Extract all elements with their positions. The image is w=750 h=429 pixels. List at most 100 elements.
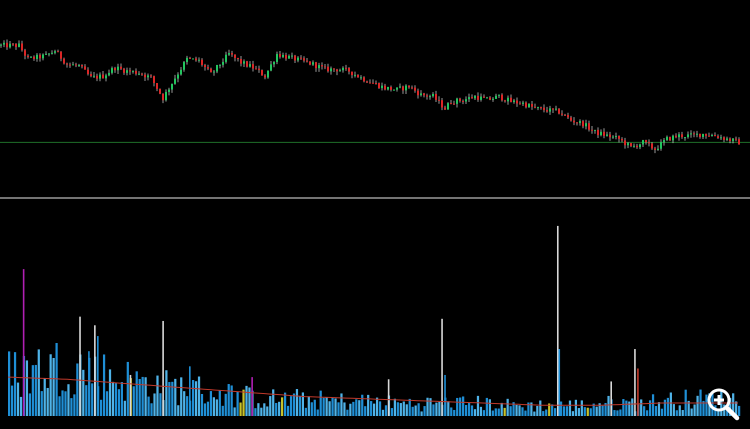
candle bbox=[444, 105, 446, 111]
candle bbox=[132, 70, 134, 74]
volume-bar bbox=[672, 404, 675, 416]
candle-body bbox=[177, 74, 179, 79]
volume-bar bbox=[654, 406, 658, 416]
candle bbox=[552, 108, 554, 113]
volume-bar bbox=[628, 401, 631, 416]
candle bbox=[720, 134, 722, 140]
candle bbox=[648, 139, 650, 147]
candle bbox=[366, 80, 368, 83]
candle-body bbox=[726, 138, 728, 140]
volume-bar bbox=[67, 384, 70, 416]
candle bbox=[612, 135, 614, 139]
candle bbox=[102, 71, 104, 79]
candle-body bbox=[276, 54, 278, 63]
candle bbox=[657, 145, 659, 151]
candle-body bbox=[561, 113, 563, 115]
volume-spike-bar bbox=[251, 377, 253, 416]
zoom-button[interactable] bbox=[705, 386, 741, 422]
candle-body bbox=[117, 66, 119, 71]
candle-body bbox=[384, 85, 386, 90]
volume-bar bbox=[352, 401, 355, 416]
candle-body bbox=[732, 138, 734, 142]
candle bbox=[534, 103, 536, 109]
candle-body bbox=[360, 77, 362, 79]
candle bbox=[549, 105, 551, 115]
candle bbox=[18, 40, 20, 48]
candle bbox=[69, 62, 71, 68]
volume-bar bbox=[417, 403, 420, 416]
volume-bar bbox=[574, 399, 578, 416]
volume-bar bbox=[230, 385, 233, 416]
candle-body bbox=[90, 74, 92, 77]
candle bbox=[351, 71, 353, 79]
volume-bar bbox=[717, 409, 720, 416]
candle bbox=[402, 85, 404, 94]
candle bbox=[510, 94, 512, 103]
candle bbox=[114, 66, 116, 73]
candle bbox=[363, 76, 365, 83]
candle-body bbox=[543, 107, 545, 111]
volume-bar bbox=[491, 410, 494, 416]
candle bbox=[315, 61, 317, 72]
candle bbox=[246, 60, 248, 68]
volume-bar bbox=[554, 408, 557, 416]
volume-bar bbox=[73, 394, 76, 416]
candle bbox=[327, 63, 329, 73]
candle-body bbox=[57, 51, 59, 53]
candle bbox=[591, 126, 593, 134]
candle bbox=[39, 53, 41, 62]
candle-body bbox=[312, 62, 314, 65]
candle-body bbox=[357, 74, 359, 78]
candle-body bbox=[450, 103, 452, 105]
volume-spike-bar bbox=[556, 225, 559, 416]
candle bbox=[165, 89, 167, 102]
candle bbox=[84, 64, 86, 70]
volume-bar bbox=[25, 360, 29, 416]
candle bbox=[27, 54, 29, 59]
volume-bar bbox=[545, 409, 548, 416]
candle-body bbox=[369, 82, 371, 84]
volume-bar bbox=[598, 403, 601, 416]
candle-body bbox=[174, 78, 176, 84]
volume-bar bbox=[548, 403, 551, 416]
candle bbox=[330, 66, 332, 75]
candle bbox=[291, 52, 293, 59]
volume-bar bbox=[34, 364, 37, 416]
candle-body bbox=[234, 54, 236, 58]
candle bbox=[729, 137, 731, 144]
candle bbox=[471, 94, 473, 99]
volume-bar bbox=[313, 399, 316, 416]
candle-body bbox=[453, 103, 455, 105]
volume-bar bbox=[559, 401, 563, 416]
candle-body bbox=[267, 70, 269, 78]
candle bbox=[687, 131, 689, 139]
candle bbox=[693, 131, 695, 138]
volume-bar bbox=[506, 398, 509, 416]
candle bbox=[159, 88, 161, 95]
candle bbox=[603, 128, 605, 139]
candle-body bbox=[510, 97, 512, 103]
volume-bar bbox=[571, 411, 575, 416]
volume-bar bbox=[85, 385, 88, 416]
candle-body bbox=[51, 52, 53, 54]
candle-body bbox=[216, 65, 218, 72]
candle bbox=[477, 92, 479, 102]
candle bbox=[333, 68, 335, 73]
candle-body bbox=[600, 131, 602, 136]
candle bbox=[408, 85, 410, 89]
candle bbox=[627, 142, 629, 149]
candle bbox=[261, 69, 263, 76]
volume-bar bbox=[91, 383, 94, 416]
candle-body bbox=[213, 71, 215, 73]
candle-body bbox=[537, 107, 539, 109]
candle bbox=[117, 63, 119, 75]
candle bbox=[141, 72, 143, 76]
candle-body bbox=[423, 93, 425, 96]
candle bbox=[93, 72, 95, 78]
candle bbox=[690, 130, 692, 138]
candle bbox=[213, 70, 215, 76]
candle bbox=[588, 120, 590, 132]
candle-body bbox=[129, 70, 131, 72]
volume-bar bbox=[462, 396, 465, 416]
